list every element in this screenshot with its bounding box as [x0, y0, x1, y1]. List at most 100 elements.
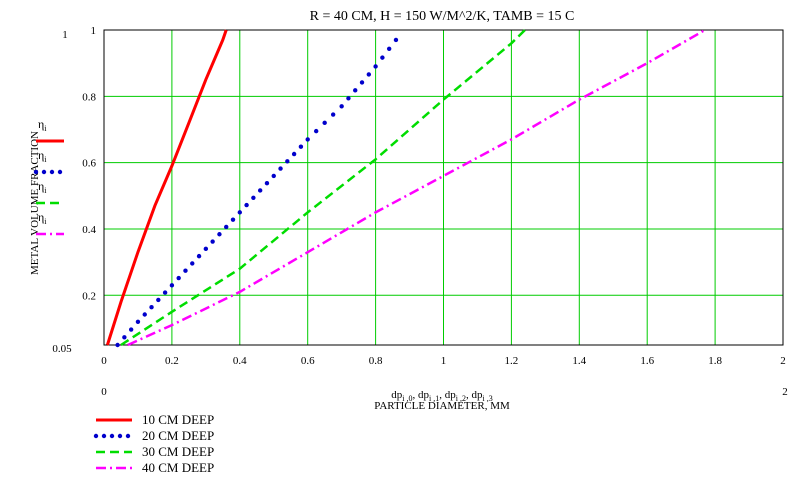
plot-area	[103, 29, 784, 346]
data-point	[251, 195, 256, 200]
data-point	[244, 202, 249, 208]
data-point	[183, 268, 188, 273]
y-tick-label: 0.6	[82, 158, 96, 170]
legend-item: 40 CM DEEP	[96, 460, 214, 475]
legend-label: 10 CM DEEP	[142, 412, 214, 427]
series-layer	[105, 28, 706, 348]
x-expression-term: dp	[471, 389, 483, 401]
data-point	[149, 305, 154, 310]
x-min-label: 0	[101, 386, 107, 398]
x-expression-term: dp	[445, 389, 457, 401]
series-line	[127, 28, 706, 347]
series-4	[127, 28, 706, 347]
data-point	[237, 210, 242, 215]
data-point	[156, 297, 161, 303]
legend-dot	[117, 433, 123, 439]
x-tick-label: 2	[780, 355, 786, 367]
series-line	[120, 29, 526, 347]
grid	[104, 30, 783, 345]
y-tick-label: 0.2	[82, 290, 96, 302]
x-tick-label: 1.2	[505, 355, 519, 367]
legend-dot	[49, 169, 55, 175]
x-expression-term: dp	[418, 389, 430, 401]
data-point	[298, 144, 304, 149]
data-point	[115, 342, 120, 348]
legend-dot	[41, 169, 47, 175]
legend-item: 10 CM DEEP	[96, 412, 214, 427]
data-point	[305, 137, 310, 142]
axis-legend-symbol: ηi	[38, 148, 47, 164]
y-max-label: 1	[62, 29, 68, 41]
legend-dot	[101, 433, 107, 439]
data-point	[291, 151, 297, 157]
y-tick-labels: 0.2 0.4 0.6 0.8 1	[82, 25, 96, 302]
legend-item: 30 CM DEEP	[96, 444, 214, 459]
data-point	[393, 37, 399, 43]
series-1	[105, 29, 228, 346]
axis-legend-symbol: ηi	[38, 179, 47, 195]
x-expression-subscript: i ,0	[402, 394, 412, 403]
axis-legend-symbol: ηi	[38, 210, 47, 226]
x-tick-label: 0.2	[165, 355, 179, 367]
data-point	[176, 275, 181, 281]
x-expression-subscript: i ,3	[482, 394, 492, 403]
data-point	[380, 55, 385, 60]
y-tick-label: 0.8	[82, 91, 96, 103]
axis-legend: ηi ηi ηi ηi	[33, 117, 64, 236]
data-point	[386, 46, 392, 51]
legend-label: 20 CM DEEP	[142, 428, 214, 443]
x-tick-label: 1.4	[572, 355, 586, 367]
x-tick-label: 1.8	[708, 355, 722, 367]
data-point	[162, 290, 168, 295]
chart-title: R = 40 CM, H = 150 W/M^2/K, TAMB = 15 C	[310, 9, 575, 24]
data-point	[128, 327, 134, 332]
data-point	[285, 159, 290, 164]
data-point	[203, 246, 209, 252]
x-expression-subscript: i ,2	[456, 394, 466, 403]
data-point	[264, 180, 270, 186]
data-point	[271, 173, 276, 179]
data-point	[366, 72, 372, 77]
legend-dot	[125, 433, 131, 439]
legend-item: 20 CM DEEP	[93, 428, 214, 443]
series-3	[120, 29, 526, 347]
data-point	[122, 335, 127, 340]
x-max-label: 2	[782, 386, 788, 398]
data-point	[339, 104, 344, 109]
y-min-label: 0.05	[52, 343, 72, 355]
data-point	[359, 80, 365, 85]
legend-dot	[33, 169, 39, 175]
data-point	[257, 188, 263, 193]
data-point	[313, 128, 319, 134]
x-tick-labels: 0 0.2 0.4 0.6 0.8 1 1.2 1.4 1.6 1.8 2	[101, 355, 786, 367]
data-point	[142, 312, 147, 317]
legend-label: 30 CM DEEP	[142, 444, 214, 459]
x-tick-label: 0.8	[369, 355, 383, 367]
data-point	[210, 239, 215, 244]
data-point	[330, 112, 336, 117]
data-point	[230, 217, 236, 222]
x-expression-subscript: i ,1	[429, 394, 439, 403]
x-axis-expression: dpi ,0, dpi ,1, dpi ,2, dpi ,3	[391, 389, 492, 403]
data-point	[135, 319, 141, 324]
data-point	[353, 88, 358, 93]
x-tick-label: 1	[441, 355, 447, 367]
x-axis-label: PARTICLE DIAMETER, MM	[374, 400, 510, 412]
legend-dot	[57, 169, 63, 175]
legend-dot	[109, 433, 115, 439]
series-2	[115, 37, 399, 348]
axis-legend-symbol: ηi	[38, 117, 47, 133]
data-point	[346, 96, 351, 101]
y-tick-label: 0.4	[82, 224, 96, 236]
data-point	[224, 224, 229, 230]
x-tick-label: 0.4	[233, 355, 247, 367]
data-point	[373, 64, 378, 69]
y-axis-label: METAL VOLUME FRACTION	[29, 131, 41, 275]
x-expression-term: dp	[391, 389, 403, 401]
x-tick-label: 1.6	[640, 355, 654, 367]
series-line	[105, 29, 228, 346]
data-point	[196, 253, 202, 259]
data-point	[217, 232, 222, 237]
data-point	[169, 283, 175, 288]
